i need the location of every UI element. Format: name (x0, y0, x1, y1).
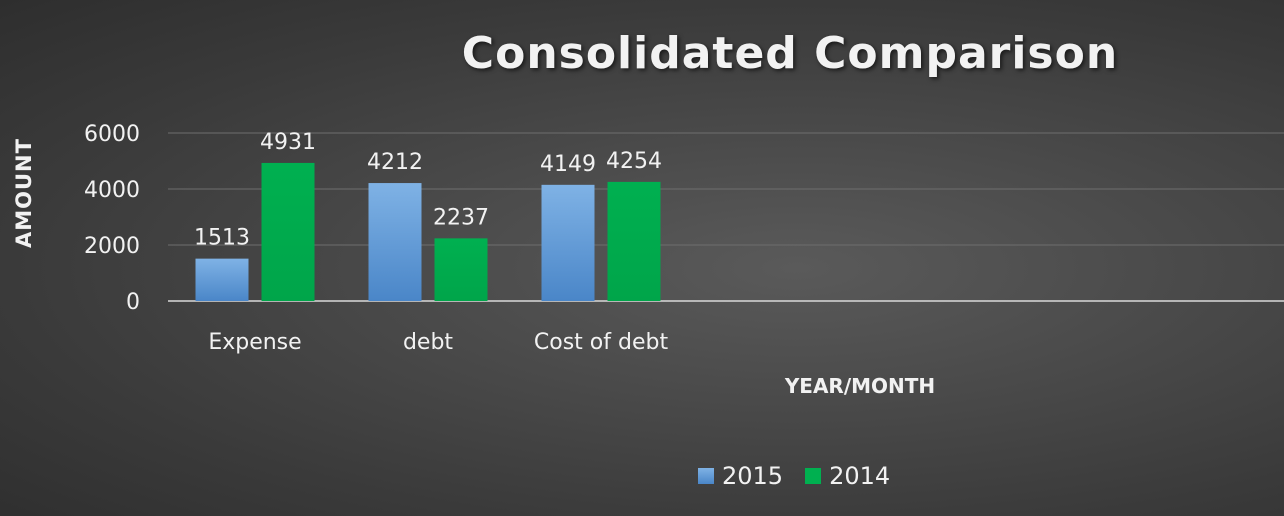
bar-data-label: 1513 (194, 226, 250, 251)
bar-2014-cost-of-debt (607, 181, 661, 301)
chart-title: Consolidated Comparison (461, 28, 1119, 79)
bar-2015-expense (195, 258, 249, 301)
legend: 2015 2014 (698, 462, 890, 490)
y-tick-label: 2000 (84, 234, 140, 259)
legend-swatch-2015 (698, 468, 714, 484)
x-axis-label: YEAR/MONTH (784, 374, 936, 398)
x-tick-label: debt (403, 330, 453, 355)
bar-2015-cost-of-debt (541, 184, 595, 301)
bar-data-label: 4212 (367, 150, 423, 175)
bar-2014-expense (261, 162, 315, 301)
y-tick-label: 6000 (84, 122, 140, 147)
bar-2015-debt (368, 183, 422, 301)
y-tick-label: 4000 (84, 178, 140, 203)
legend-swatch-2014 (805, 468, 822, 484)
legend-item-2015: 2015 (698, 462, 783, 490)
bar-data-label: 2237 (433, 205, 489, 230)
x-tick-label: Expense (208, 330, 301, 355)
bar-data-label: 4149 (540, 152, 596, 177)
bar-2014-debt (434, 238, 488, 301)
bar-data-label: 4931 (260, 130, 316, 155)
x-tick-label: Cost of debt (534, 330, 669, 355)
legend-item-2014: 2014 (805, 462, 890, 490)
legend-label-2015: 2015 (722, 462, 784, 490)
bar-data-label: 4254 (606, 149, 662, 174)
y-tick-label: 0 (126, 290, 140, 315)
legend-label-2014: 2014 (829, 462, 891, 490)
